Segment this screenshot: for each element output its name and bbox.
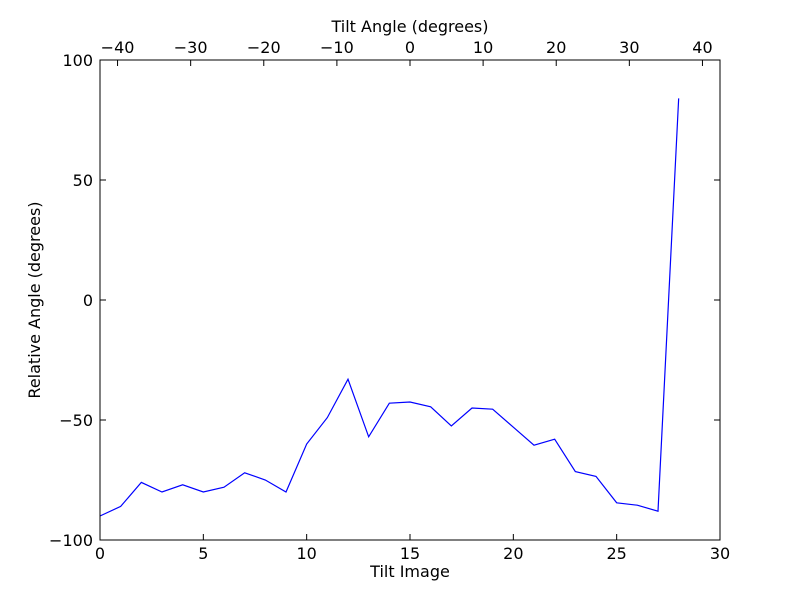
top-x-tick-label: 40 (692, 38, 712, 57)
x-tick-label: 30 (710, 544, 730, 563)
top-x-tick-label: 0 (405, 38, 415, 57)
top-x-tick-label: −20 (247, 38, 281, 57)
top-x-tick-label: 30 (619, 38, 639, 57)
y-tick-label: −100 (49, 531, 93, 550)
series-layer (99, 98, 680, 517)
x-tick-label: 15 (400, 544, 420, 563)
x-tick-label: 0 (95, 544, 105, 563)
x-tick-label: 25 (606, 544, 626, 563)
y-tick-label: 100 (62, 51, 93, 70)
y-tick-label: 50 (73, 171, 93, 190)
top-x-tick-label: −10 (320, 38, 354, 57)
top-x-axis-title: Tilt Angle (degrees) (330, 17, 488, 36)
x-axis-title: Tilt Image (369, 562, 450, 581)
top-x-tick-label: −40 (101, 38, 135, 57)
x-tick-label: 5 (198, 544, 208, 563)
x-tick-label: 10 (296, 544, 316, 563)
y-axis-title: Relative Angle (degrees) (25, 201, 44, 398)
top-x-tick-label: −30 (174, 38, 208, 57)
plot-frame (99, 59, 721, 541)
top-x-tick-label: 20 (546, 38, 566, 57)
ticks-layer: 0 5 10 15 20 25 30−40 −30 −20 −10 0 10 20 30 40−100−50… (49, 38, 730, 563)
y-tick-label: 0 (83, 291, 93, 310)
top-x-tick-label: 10 (473, 38, 493, 57)
x-tick-label: 20 (503, 544, 523, 563)
y-tick-label: −50 (59, 411, 93, 430)
series-line-0 (99, 98, 680, 517)
